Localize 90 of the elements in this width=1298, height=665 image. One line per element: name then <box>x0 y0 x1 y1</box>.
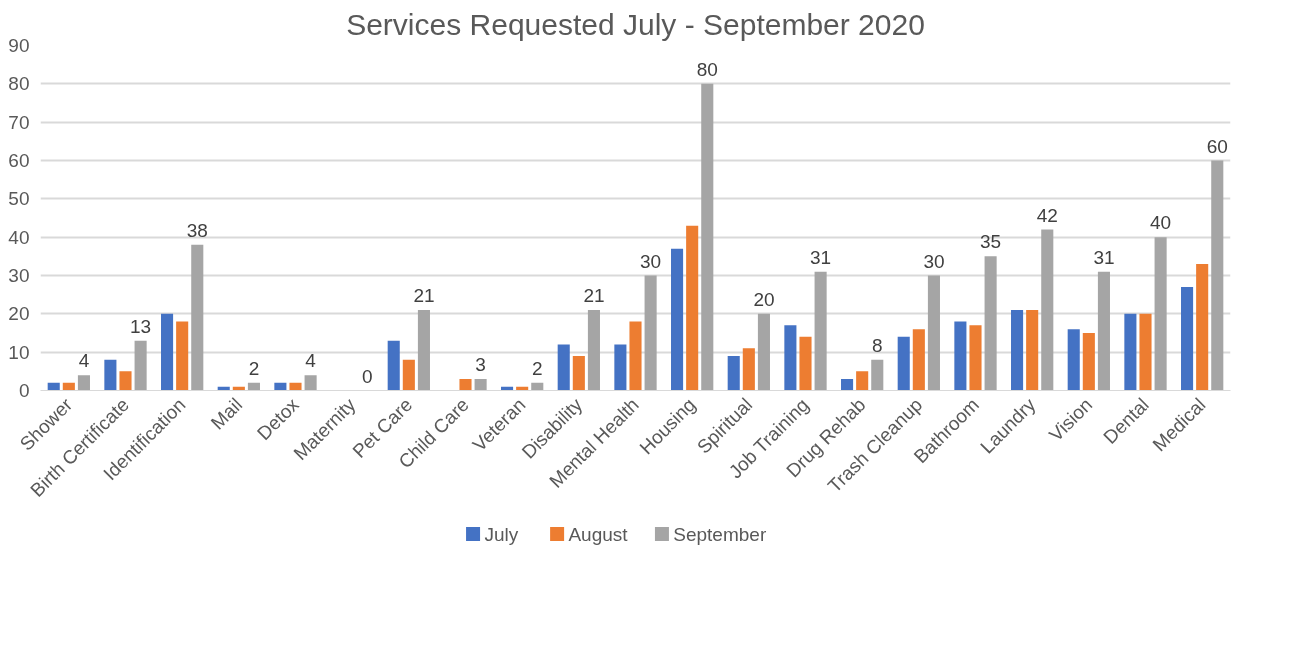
bar <box>897 336 910 391</box>
bar <box>629 321 642 391</box>
legend-label: July <box>484 523 519 545</box>
data-label: 60 <box>1206 135 1228 157</box>
data-label: 3 <box>475 354 486 375</box>
bar <box>47 382 60 391</box>
bar <box>161 313 174 391</box>
bar <box>1082 333 1095 391</box>
bar <box>1067 329 1080 391</box>
bar <box>1211 160 1224 391</box>
bar <box>841 379 854 391</box>
bar <box>531 382 544 391</box>
bar <box>1097 271 1110 391</box>
bar <box>274 382 287 391</box>
bar <box>104 359 117 391</box>
data-label: 2 <box>531 357 543 379</box>
y-tick-label: 70 <box>8 111 30 133</box>
data-label: 0 <box>361 365 373 387</box>
data-label: 35 <box>980 231 1002 253</box>
bar <box>701 83 714 391</box>
data-label: 30 <box>923 250 945 272</box>
bar <box>1196 264 1209 391</box>
data-label: 31 <box>1093 246 1115 268</box>
bar <box>474 379 487 391</box>
data-label: 13 <box>130 315 152 337</box>
bar <box>984 256 997 391</box>
bar <box>134 340 147 391</box>
data-label: 21 <box>413 285 435 306</box>
bar <box>644 275 657 391</box>
bar <box>871 359 884 391</box>
data-label: 8 <box>871 334 883 356</box>
data-label: 38 <box>186 219 208 241</box>
bar <box>969 325 982 391</box>
bar <box>191 244 204 391</box>
bar <box>119 371 132 391</box>
bar <box>402 359 415 391</box>
data-label: 21 <box>583 285 605 306</box>
bar <box>799 336 812 391</box>
bar <box>814 271 827 391</box>
bar <box>387 340 400 391</box>
y-tick-label: 60 <box>8 150 30 171</box>
y-tick-label: 90 <box>8 35 30 56</box>
data-label: 20 <box>753 288 775 310</box>
bar <box>587 310 600 391</box>
bar <box>1181 287 1194 391</box>
data-label: 40 <box>1150 212 1172 234</box>
bar <box>1139 313 1152 391</box>
y-tick-label: 40 <box>8 226 30 248</box>
bar <box>1154 237 1167 391</box>
bar <box>1011 310 1024 391</box>
y-tick-label: 80 <box>8 73 30 95</box>
data-label: 31 <box>810 246 832 268</box>
bar <box>62 382 75 391</box>
y-tick-label: 30 <box>8 265 30 286</box>
bar <box>247 382 260 391</box>
bar <box>954 321 967 391</box>
bar <box>671 248 684 391</box>
legend-label: September <box>673 523 767 545</box>
bar <box>459 379 472 391</box>
legend-label: August <box>568 523 629 545</box>
bar <box>757 313 770 391</box>
data-label: 80 <box>696 58 718 80</box>
data-label: 30 <box>640 250 662 272</box>
chart-title: Services Requested July - September 2020 <box>346 7 925 41</box>
data-label: 42 <box>1036 204 1058 226</box>
y-tick-label: 10 <box>8 341 30 363</box>
y-tick-label: 50 <box>8 188 30 210</box>
bar <box>784 325 797 391</box>
bar <box>176 321 189 391</box>
bar <box>727 356 740 391</box>
bar <box>1026 310 1039 391</box>
data-label: 4 <box>78 350 90 372</box>
bar <box>927 275 940 391</box>
data-label: 4 <box>305 350 317 372</box>
y-tick-label: 20 <box>8 303 30 325</box>
bar <box>686 225 699 391</box>
bar <box>912 329 925 391</box>
bar <box>417 310 430 391</box>
bar <box>856 371 869 391</box>
bar <box>557 344 570 391</box>
bar <box>304 375 317 391</box>
data-label: 2 <box>248 357 260 379</box>
bar <box>1124 313 1137 391</box>
bar <box>289 382 302 391</box>
bar <box>742 348 755 391</box>
bar <box>77 375 90 391</box>
y-tick-label: 0 <box>18 380 30 401</box>
bar <box>572 356 585 391</box>
bar <box>614 344 627 391</box>
bar <box>1041 229 1054 391</box>
